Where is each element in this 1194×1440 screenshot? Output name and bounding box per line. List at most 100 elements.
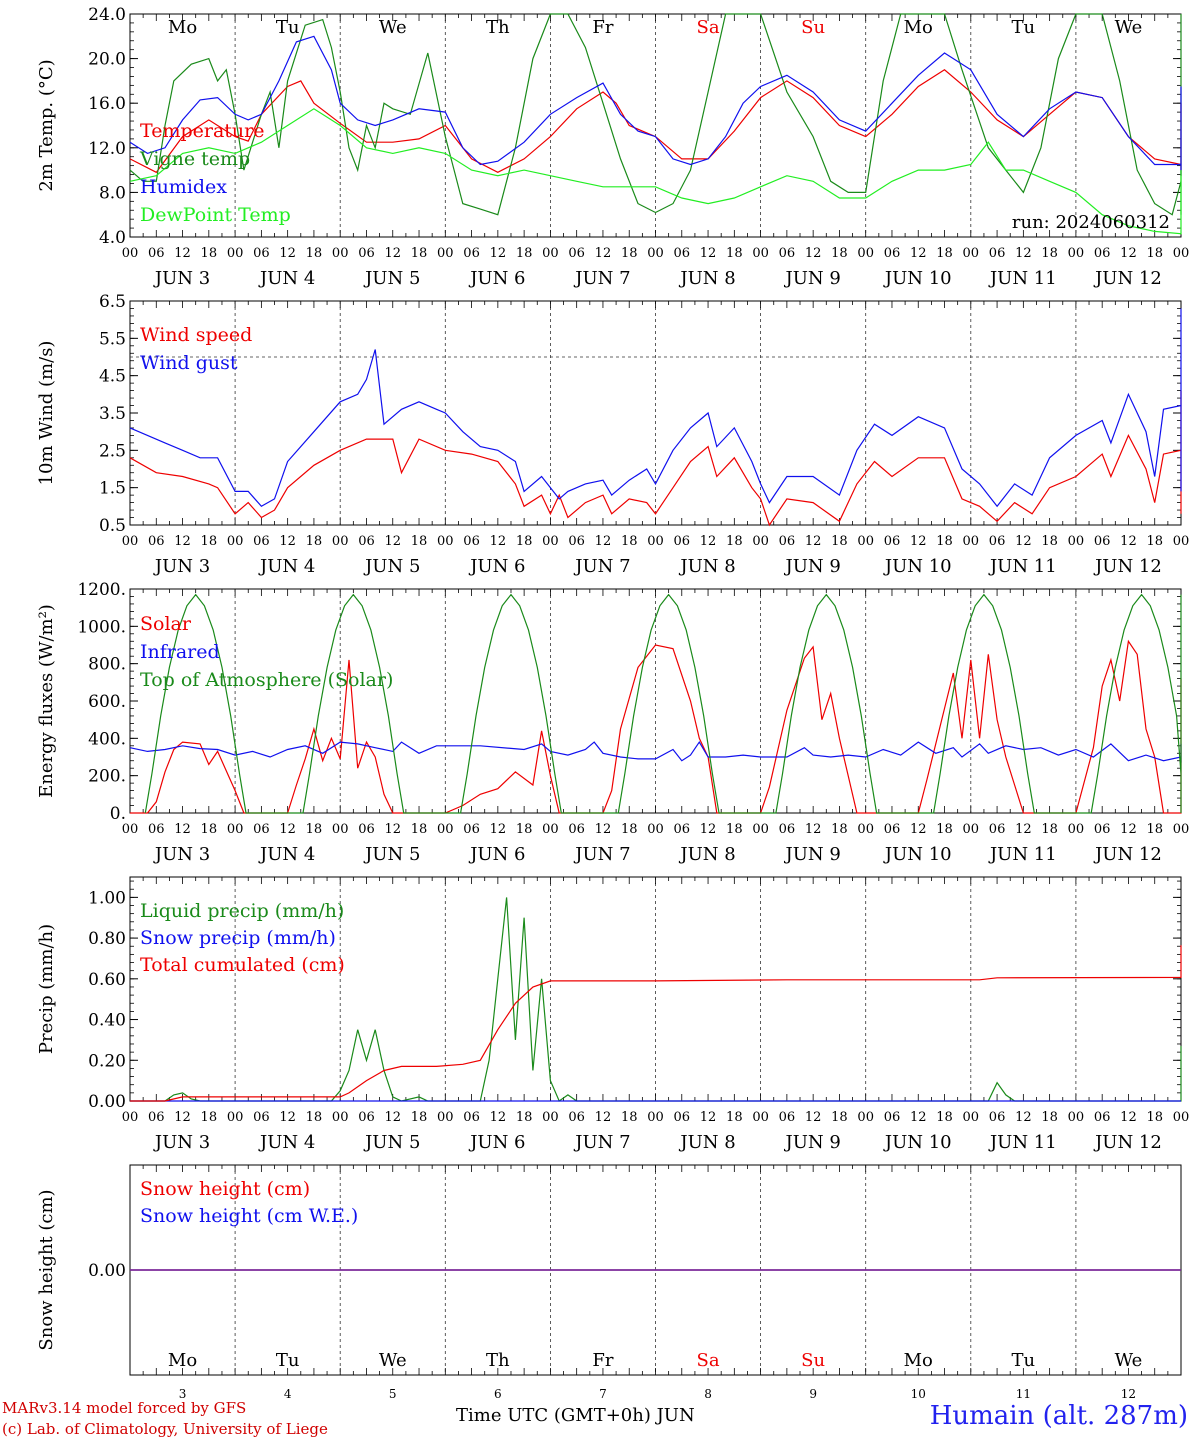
hour-tick-label: 06 (989, 246, 1006, 261)
y-tick-label: 400. (88, 729, 126, 749)
hour-tick-label: 18 (936, 534, 953, 549)
hour-tick-label: 00 (437, 822, 454, 837)
hour-tick-label: 06 (674, 246, 691, 261)
weekday-label: We (379, 17, 407, 38)
hour-tick-label: 12 (910, 534, 927, 549)
hour-tick-label: 00 (647, 1110, 664, 1125)
legend-entry: Vigne temp (139, 148, 250, 170)
series-line-liquid-precip-mm-h- (130, 897, 1182, 1102)
day-label: JUN 3 (153, 268, 210, 289)
hour-tick-label: 00 (227, 1110, 244, 1125)
y-axis-title: 10m Wind (m/s) (36, 341, 57, 486)
day-label: JUN 5 (363, 556, 420, 577)
date-label: 7 (599, 1387, 607, 1401)
hour-tick-label: 18 (1146, 822, 1163, 837)
hour-tick-label: 18 (516, 246, 533, 261)
hour-tick-label: 00 (542, 1110, 559, 1125)
y-tick-label: 1000. (77, 617, 126, 637)
hour-tick-label: 06 (884, 1110, 901, 1125)
legend-entry: DewPoint Temp (140, 204, 291, 226)
legend-entry: Snow precip (mm/h) (140, 927, 336, 949)
y-tick-label: 0.5 (99, 516, 126, 536)
y-tick-label: 0.60 (88, 970, 126, 990)
y-tick-label: 4.0 (99, 228, 126, 248)
y-tick-label: 0.40 (88, 1011, 126, 1031)
hour-tick-label: 18 (726, 1110, 743, 1125)
weekday-label: Mo (904, 17, 933, 38)
hour-tick-label: 18 (1041, 1110, 1058, 1125)
hour-tick-label: 06 (568, 1110, 585, 1125)
day-label: JUN 5 (363, 1132, 420, 1153)
snow-panel: 0.00 Snow height (cm) Snow height (cm) Snow… (36, 1164, 1182, 1401)
day-label: JUN 3 (153, 844, 210, 865)
y-axis-title: Energy fluxes (W/m²) (36, 604, 57, 798)
day-label: JUN 11 (988, 268, 1057, 289)
day-label: JUN 3 (153, 1132, 210, 1153)
hour-tick-label: 12 (700, 246, 717, 261)
y-tick-label: 3.5 (99, 404, 126, 424)
hour-tick-label: 00 (857, 822, 874, 837)
hour-tick-label: 18 (306, 822, 323, 837)
hour-tick-label: 00 (437, 1110, 454, 1125)
day-label: JUN 10 (883, 556, 952, 577)
y-tick-label: 0. (110, 804, 126, 824)
hour-tick-label: 00 (963, 534, 980, 549)
hour-tick-label: 00 (1068, 534, 1085, 549)
hour-tick-label: 00 (752, 1110, 769, 1125)
hour-tick-label: 06 (779, 1110, 796, 1125)
hour-tick-label: 18 (411, 534, 428, 549)
day-label: JUN 6 (468, 844, 525, 865)
legend-entry: Snow height (cm W.E.) (140, 1205, 358, 1227)
hour-tick-label: 12 (1015, 1110, 1032, 1125)
legend-entry: Total cumulated (cm) (140, 954, 345, 976)
day-label: JUN 7 (573, 556, 630, 577)
hour-tick-label: 00 (1173, 246, 1190, 261)
date-label: 9 (809, 1387, 817, 1401)
hour-tick-label: 00 (752, 822, 769, 837)
weekday-label: Tu (1012, 17, 1036, 38)
hour-tick-label: 12 (384, 534, 401, 549)
hour-tick-label: 00 (1068, 822, 1085, 837)
hour-tick-label: 12 (490, 1110, 507, 1125)
y-tick-label: 4.5 (99, 367, 126, 387)
hour-tick-label: 12 (700, 1110, 717, 1125)
hour-tick-label: 06 (779, 246, 796, 261)
y-tick-label: 0.20 (88, 1051, 126, 1071)
y-tick-label: 8.0 (99, 183, 126, 203)
hour-tick-label: 00 (437, 534, 454, 549)
hour-tick-label: 00 (122, 1110, 139, 1125)
hour-tick-label: 06 (253, 534, 270, 549)
series-line-wind-gust (129, 308, 1182, 508)
hour-tick-label: 12 (384, 246, 401, 261)
hour-tick-label: 06 (148, 534, 165, 549)
day-label: JUN 12 (1093, 1132, 1162, 1153)
day-label: JUN 4 (258, 1132, 315, 1153)
y-tick-label: 800. (88, 655, 126, 675)
hour-tick-label: 18 (1146, 1110, 1163, 1125)
hour-tick-label: 06 (674, 822, 691, 837)
legend-entry: Humidex (140, 176, 227, 198)
hour-tick-label: 12 (279, 822, 296, 837)
hour-tick-label: 00 (122, 246, 139, 261)
y-tick-label: 0.00 (88, 1092, 126, 1112)
day-label: JUN 9 (783, 556, 840, 577)
hour-tick-label: 18 (726, 534, 743, 549)
hour-tick-label: 00 (1173, 822, 1190, 837)
weekday-label: Sa (697, 1350, 720, 1371)
day-label: JUN 6 (468, 1132, 525, 1153)
hour-tick-label: 12 (174, 1110, 191, 1125)
hour-tick-label: 00 (963, 1110, 980, 1125)
hour-tick-label: 06 (358, 534, 375, 549)
date-label: 6 (494, 1387, 502, 1401)
hour-tick-label: 06 (989, 534, 1006, 549)
weekday-label: We (1115, 17, 1143, 38)
y-tick-label: 1.00 (88, 888, 126, 908)
hour-tick-label: 12 (910, 1110, 927, 1125)
hour-tick-label: 18 (306, 1110, 323, 1125)
hour-tick-label: 06 (1094, 246, 1111, 261)
hour-tick-label: 18 (1041, 534, 1058, 549)
hour-tick-label: 12 (279, 534, 296, 549)
hour-tick-label: 18 (516, 534, 533, 549)
hour-tick-label: 18 (201, 822, 218, 837)
